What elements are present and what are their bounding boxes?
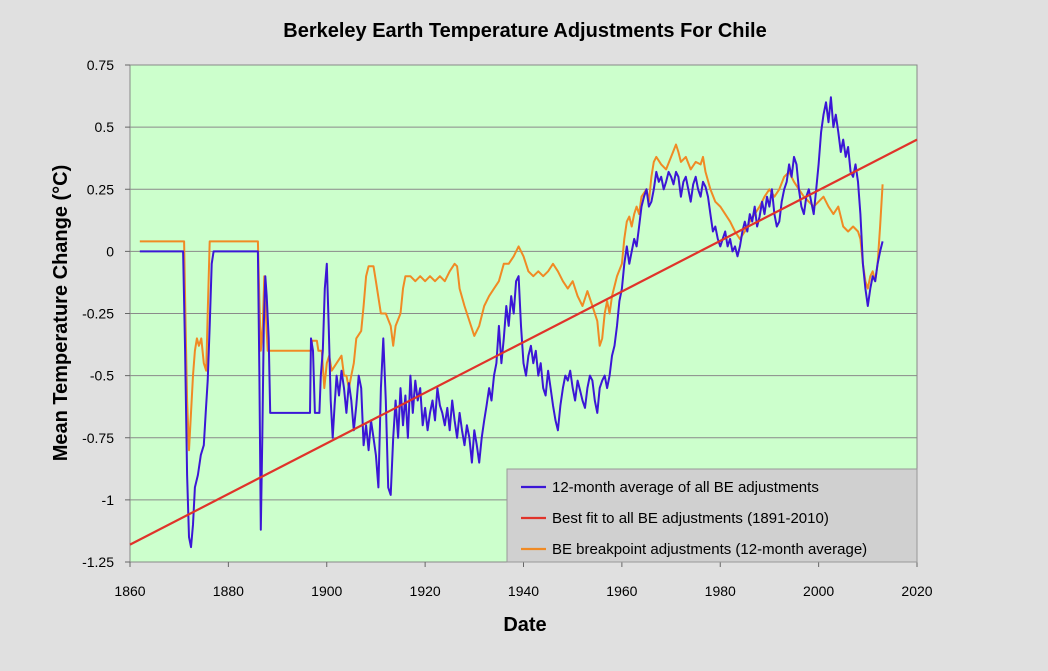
- legend-box: [506, 468, 918, 563]
- y-tick-label-8: 0.75: [87, 57, 114, 73]
- y-tick-label-5: 0: [106, 243, 114, 259]
- legend-label-1: Best fit to all BE adjustments (1891-201…: [552, 510, 829, 527]
- y-tick-label-0: -1.25: [82, 554, 114, 570]
- x-tick-label-0: 1860: [114, 583, 145, 599]
- y-tick-label-6: 0.25: [87, 181, 114, 197]
- series-line-1: [129, 138, 918, 546]
- y-axis-title: Mean Temperature Change (°C): [50, 165, 72, 462]
- x-tick-label-6: 1980: [705, 583, 736, 599]
- x-tick-label-3: 1920: [410, 583, 441, 599]
- x-axis-ticks: 1860 1880 1900 1920 1940 1960 1980 2000 2020: [114, 562, 933, 599]
- y-axis-ticks: -1.25 -1 -0.75 -0.5 -0.25 0 0.25 0.5 0.75: [82, 57, 130, 570]
- x-tick-label-5: 1960: [606, 583, 637, 599]
- legend-label-0: 12-month average of all BE adjustments: [552, 479, 819, 496]
- gridlines: [130, 126, 917, 501]
- x-tick-label-1: 1880: [213, 583, 244, 599]
- x-axis-title: Date: [503, 614, 546, 636]
- y-tick-label-1: -1: [102, 492, 115, 508]
- legend: 12-month average of all BE adjustments Be…: [506, 468, 918, 563]
- series-line-0: [139, 96, 884, 549]
- chart-title: Berkeley Earth Temperature Adjustments F…: [283, 20, 766, 42]
- x-tick-label-2: 1900: [311, 583, 342, 599]
- y-tick-label-7: 0.5: [95, 119, 115, 135]
- x-tick-label-4: 1940: [508, 583, 539, 599]
- y-tick-label-4: -0.25: [82, 306, 114, 322]
- y-tick-label-3: -0.5: [90, 368, 114, 384]
- legend-label-2: BE breakpoint adjustments (12-month aver…: [552, 541, 867, 558]
- x-tick-label-8: 2020: [901, 583, 932, 599]
- x-tick-label-7: 2000: [803, 583, 834, 599]
- y-tick-label-2: -0.75: [82, 430, 114, 446]
- series-layer: [129, 96, 918, 549]
